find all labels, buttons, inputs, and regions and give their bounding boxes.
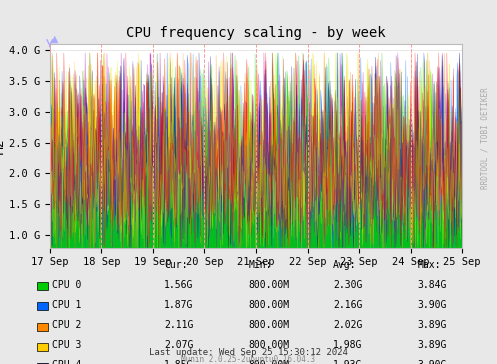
Text: 2.16G: 2.16G xyxy=(333,300,362,309)
Text: 2.02G: 2.02G xyxy=(333,320,362,329)
Text: 3.90G: 3.90G xyxy=(417,360,447,364)
Text: Max:: Max: xyxy=(417,260,441,269)
Text: Munin 2.0.25-2ubuntu0.16.04.3: Munin 2.0.25-2ubuntu0.16.04.3 xyxy=(181,355,316,364)
Text: CPU 1: CPU 1 xyxy=(52,300,82,309)
Y-axis label: Hz: Hz xyxy=(0,138,6,154)
Text: 2.11G: 2.11G xyxy=(164,320,193,329)
Text: 3.90G: 3.90G xyxy=(417,300,447,309)
Text: 800.00M: 800.00M xyxy=(248,320,290,329)
Text: CPU 2: CPU 2 xyxy=(52,320,82,329)
Text: Cur:: Cur: xyxy=(164,260,187,269)
Text: 3.84G: 3.84G xyxy=(417,280,447,289)
Text: 3.89G: 3.89G xyxy=(417,340,447,349)
Text: 2.07G: 2.07G xyxy=(164,340,193,349)
Text: CPU 0: CPU 0 xyxy=(52,280,82,289)
Text: 1.85G: 1.85G xyxy=(164,360,193,364)
Text: Last update: Wed Sep 25 15:30:12 2024: Last update: Wed Sep 25 15:30:12 2024 xyxy=(149,348,348,357)
Text: 800.00M: 800.00M xyxy=(248,360,290,364)
Text: RRDTOOL / TOBI OETIKER: RRDTOOL / TOBI OETIKER xyxy=(481,87,490,189)
Text: Min:: Min: xyxy=(248,260,272,269)
Text: 2.30G: 2.30G xyxy=(333,280,362,289)
Text: Avg:: Avg: xyxy=(333,260,356,269)
Text: CPU 4: CPU 4 xyxy=(52,360,82,364)
Title: CPU frequency scaling - by week: CPU frequency scaling - by week xyxy=(126,26,386,40)
Text: 800.00M: 800.00M xyxy=(248,280,290,289)
Text: 800.00M: 800.00M xyxy=(248,300,290,309)
Text: 1.56G: 1.56G xyxy=(164,280,193,289)
Text: 1.98G: 1.98G xyxy=(333,340,362,349)
Text: 800.00M: 800.00M xyxy=(248,340,290,349)
Text: ▲: ▲ xyxy=(51,33,58,44)
Text: 1.87G: 1.87G xyxy=(164,300,193,309)
Text: 1.93G: 1.93G xyxy=(333,360,362,364)
Text: CPU 3: CPU 3 xyxy=(52,340,82,349)
Text: 3.89G: 3.89G xyxy=(417,320,447,329)
